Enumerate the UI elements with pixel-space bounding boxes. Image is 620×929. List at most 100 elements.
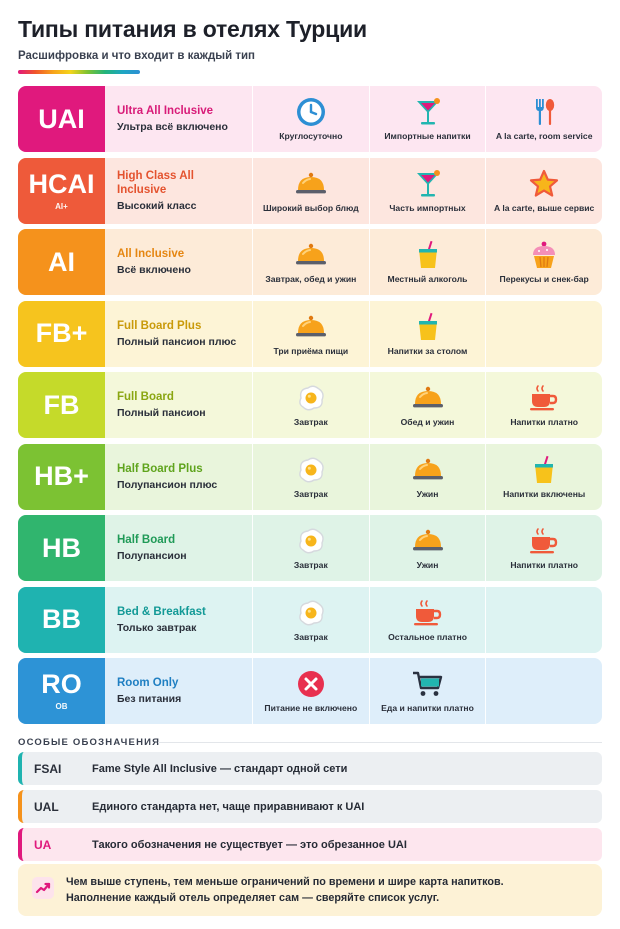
meal-code: BB xyxy=(42,604,81,634)
meal-code-badge: RO OB xyxy=(18,658,105,724)
meal-type-row: BB Bed & Breakfast Только завтрак Завтрак Ос… xyxy=(18,586,602,653)
soft-drink-icon xyxy=(531,453,557,487)
note-text: Fame Style All Inclusive — стандарт одно… xyxy=(92,762,348,775)
feature-cell xyxy=(485,658,602,724)
feature-cell: Еда и напитки платно xyxy=(368,658,486,724)
feature-cell: Остальное платно xyxy=(368,586,486,653)
coffee-cup-icon xyxy=(412,596,444,630)
feature-cell xyxy=(485,586,602,653)
note-code: UAL xyxy=(34,799,59,814)
feature-label: Обед и ужин xyxy=(400,417,455,428)
meal-description: Ultra All Inclusive Ультра всё включено xyxy=(105,86,252,152)
feature-label: Напитки платно xyxy=(510,560,579,571)
meal-code: FB+ xyxy=(35,318,88,348)
meal-code-badge: HCAI AI+ xyxy=(18,157,105,224)
note-text: Такого обозначения не существует — это о… xyxy=(92,838,407,851)
meal-description: Full Board Plus Полный пансион плюс xyxy=(105,301,252,367)
meal-name-ru: Полупансион плюс xyxy=(117,478,218,491)
meal-code-badge: FB+ xyxy=(18,300,105,367)
soft-drink-icon xyxy=(415,238,441,272)
feature-cell: Напитки платно xyxy=(485,515,602,581)
cloche-icon xyxy=(411,524,445,558)
meal-code-badge: HB+ xyxy=(18,443,105,510)
note-text: Единого стандарта нет, чаще приравнивают… xyxy=(92,800,365,813)
meal-code: FB xyxy=(43,389,80,420)
feature-label: Завтрак xyxy=(293,560,328,571)
feature-label: Завтрак, обед и ужин xyxy=(265,274,357,285)
feature-cell: A la carte, выше сервис xyxy=(485,157,602,224)
feature-label: Круглосуточно xyxy=(279,131,343,142)
feature-cell: Импортные напитки xyxy=(368,86,486,152)
meal-types-table: UAI Ultra All Inclusive Ультра всё включен… xyxy=(18,86,602,730)
cloche-icon xyxy=(411,381,445,415)
cloche-icon xyxy=(411,453,445,487)
meal-code: HB+ xyxy=(34,461,89,491)
meal-description: All Inclusive Всё включено xyxy=(105,229,252,295)
feature-cell: Ужин xyxy=(368,443,486,510)
meal-name-en: Full Board Plus xyxy=(117,319,202,332)
tip-line-1: Чем выше ступень, тем меньше ограничений… xyxy=(66,876,504,888)
egg-icon xyxy=(295,596,327,630)
coffee-cup-icon xyxy=(528,524,560,558)
meal-type-row: RO OB Room Only Без питания Питание не включ… xyxy=(18,658,602,724)
meal-code: HCAI xyxy=(28,168,95,199)
meal-code-badge: AI xyxy=(18,229,105,295)
feature-label: Ужин xyxy=(416,488,439,499)
meal-name-ru: Без питания xyxy=(117,693,182,705)
meal-name-en: All Inclusive xyxy=(117,248,185,260)
feature-cell: Завтрак xyxy=(252,586,369,653)
fork-spoon-icon xyxy=(528,95,560,129)
egg-icon xyxy=(295,453,327,487)
meal-description: Full Board Полный пансион xyxy=(105,372,252,438)
feature-label: Местный алкоголь xyxy=(387,274,468,285)
cart-icon xyxy=(411,667,445,701)
feature-label: Ужин xyxy=(416,560,439,571)
meal-name-ru: Только завтрак xyxy=(117,621,197,634)
meal-code-badge: UAI xyxy=(18,86,105,152)
no-food-icon xyxy=(295,667,327,701)
cloche-icon xyxy=(294,167,328,201)
meal-code: AI xyxy=(48,246,75,277)
meal-code-alias: OB xyxy=(55,702,68,711)
meal-name-en: High Class All Inclusive xyxy=(117,169,194,196)
feature-label: A la carte, room service xyxy=(495,131,593,142)
feature-label: Широкий выбор блюд xyxy=(262,202,359,213)
meal-name-ru: Всё включено xyxy=(117,264,191,276)
feature-cell: Ужин xyxy=(368,515,486,581)
feature-label: Завтрак xyxy=(293,631,328,642)
feature-cell: Местный алкоголь xyxy=(368,229,486,295)
meal-name-ru: Полный пансион плюс xyxy=(117,335,237,348)
meal-type-row: HB Half Board Полупансион Завтрак Ужин Напитк… xyxy=(18,515,602,581)
star-icon xyxy=(528,167,560,201)
egg-icon xyxy=(295,381,327,415)
feature-cell: Напитки платно xyxy=(485,372,602,438)
feature-cell: Завтрак xyxy=(252,515,369,581)
feature-label: Завтрак xyxy=(293,488,328,499)
meal-code-badge: BB xyxy=(18,586,105,653)
meal-name-ru: Полупансион xyxy=(117,550,187,562)
feature-cell: Напитки за столом xyxy=(368,300,486,367)
meal-code: HB xyxy=(42,532,81,563)
feature-cell xyxy=(485,300,602,367)
meal-name-ru: Ультра всё включено xyxy=(117,121,228,133)
feature-label: Питание не включено xyxy=(264,703,358,714)
meal-type-row: UAI Ultra All Inclusive Ультра всё включен… xyxy=(18,86,602,152)
gradient-bar xyxy=(18,70,140,74)
meal-name-en: Room Only xyxy=(117,677,179,689)
feature-cell: Обед и ужин xyxy=(368,372,486,438)
meal-name-ru: Полный пансион xyxy=(117,407,206,419)
feature-label: Напитки платно xyxy=(510,417,579,428)
feature-label: Импортные напитки xyxy=(384,131,471,142)
section-divider xyxy=(158,742,602,743)
tip-line-2: Наполнение каждый отель определяет сам —… xyxy=(66,892,440,904)
meal-code-badge: FB xyxy=(18,372,105,438)
section-label: ОСОБЫЕ ОБОЗНАЧЕНИЯ xyxy=(18,737,161,748)
meal-description: Bed & Breakfast Только завтрак xyxy=(105,587,252,653)
feature-label: A la carte, выше сервис xyxy=(494,202,595,213)
note-code: UA xyxy=(34,837,52,852)
cocktail-icon xyxy=(413,95,443,129)
meal-type-row: AI All Inclusive Всё включено Завтрак, обед… xyxy=(18,229,602,295)
feature-label: Напитки за столом xyxy=(387,345,468,356)
feature-cell: A la carte, room service xyxy=(485,86,602,152)
page-subtitle: Расшифровка и что входит в каждый тип xyxy=(18,50,255,62)
